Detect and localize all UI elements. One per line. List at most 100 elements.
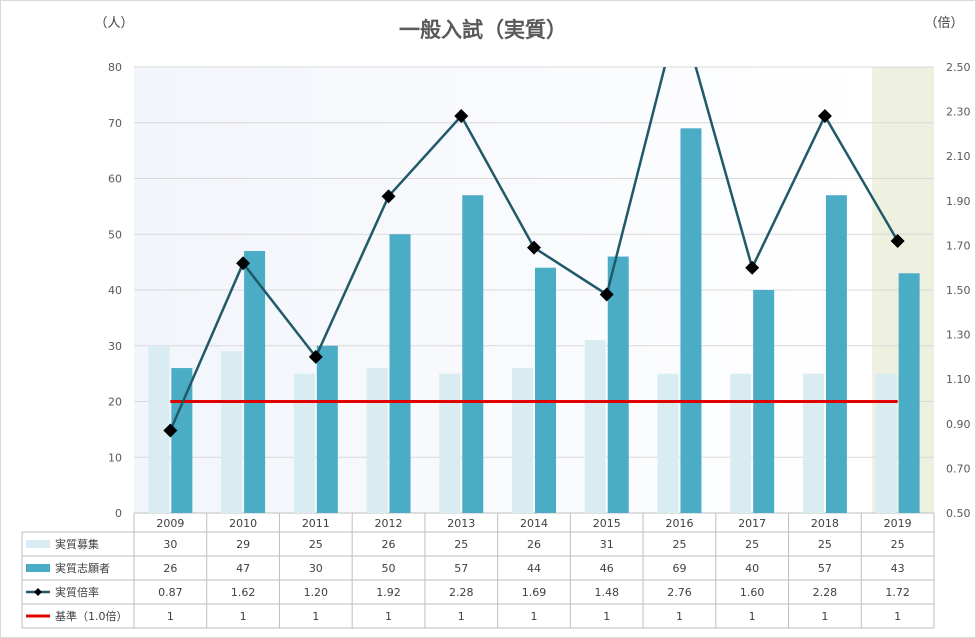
y2-tick-label: 2.30: [946, 106, 971, 119]
data-label: 1: [821, 610, 828, 623]
data-label: 30: [163, 538, 177, 551]
data-table: 2009 2010 2011 2012 2013 2014 2015 2016 2017 2018…: [21, 513, 935, 629]
y2-tick-label: 2.10: [946, 150, 971, 163]
x-tick-label: 2016: [665, 517, 693, 530]
y-tick-label: 80: [108, 61, 122, 74]
bar-applicants: [389, 234, 411, 513]
y-tick-label: 10: [108, 451, 122, 464]
y-axis-right: 0.50 0.70 0.90 1.10 1.30 1.50 1.70 1.90 2.10 2.30…: [946, 61, 971, 520]
data-label: 43: [891, 562, 905, 575]
y2-tick-label: 1.30: [946, 329, 971, 342]
ratio-marker: [163, 423, 178, 438]
ratio-marker: [236, 256, 251, 271]
data-label: 1: [749, 610, 756, 623]
data-label: 25: [891, 538, 905, 551]
data-label: 1.48: [594, 586, 619, 599]
y2-tick-label: 1.70: [946, 239, 971, 252]
table-row-label: 実質募集: [55, 537, 99, 551]
data-label: 25: [454, 538, 468, 551]
data-label: 1: [167, 610, 174, 623]
data-label: 26: [163, 562, 177, 575]
data-label: 1: [894, 610, 901, 623]
ratio-marker: [308, 349, 323, 364]
data-label: 1.92: [376, 586, 401, 599]
bar-capacity: [584, 340, 606, 513]
y2-tick-label: 0.50: [946, 507, 971, 520]
bar-applicants: [607, 256, 629, 513]
data-label: 40: [745, 562, 759, 575]
data-label: 57: [818, 562, 832, 575]
table-row-label: 実質倍率: [55, 585, 99, 599]
legend-key-applicants: [26, 564, 50, 572]
chart-title: 一般入試（実質）: [399, 18, 567, 42]
bar-applicants: [244, 250, 266, 513]
bar-capacity: [875, 373, 897, 513]
data-label: 1: [312, 610, 319, 623]
data-label: 1: [385, 610, 392, 623]
x-tick-label: 2018: [811, 517, 839, 530]
y-left-unit: （人）: [94, 16, 133, 31]
x-tick-label: 2019: [884, 517, 912, 530]
data-label: 2.28: [813, 586, 838, 599]
bar-capacity: [439, 373, 461, 513]
data-label: 0.87: [158, 586, 183, 599]
x-tick-label: 2013: [447, 517, 475, 530]
bar-applicants: [462, 195, 484, 513]
y-tick-label: 30: [108, 340, 122, 353]
x-tick-label: 2009: [156, 517, 184, 530]
y2-tick-label: 0.90: [946, 418, 971, 431]
data-label: 50: [382, 562, 396, 575]
data-label: 1.62: [231, 586, 256, 599]
bar-capacity: [730, 373, 752, 513]
ratio-marker: [454, 109, 469, 124]
bar-capacity: [512, 368, 533, 513]
y-axis-left: 0 10 20 30 40 50 60 70 80: [108, 61, 122, 520]
data-label: 1: [676, 610, 683, 623]
data-label: 31: [600, 538, 614, 551]
data-label: 44: [527, 562, 541, 575]
data-label: 25: [818, 538, 832, 551]
y2-tick-label: 1.50: [946, 284, 971, 297]
data-label: 1: [531, 610, 538, 623]
y2-tick-label: 1.10: [946, 373, 971, 386]
legend-key-capacity: [26, 540, 50, 548]
data-label: 57: [454, 562, 468, 575]
x-tick-label: 2015: [593, 517, 621, 530]
data-label: 25: [745, 538, 759, 551]
bar-capacity: [802, 373, 824, 513]
data-label: 1: [240, 610, 247, 623]
y2-tick-label: 1.90: [946, 195, 971, 208]
table-row-label: 実質志願者: [55, 561, 110, 575]
data-label: 30: [309, 562, 323, 575]
data-label: 1: [458, 610, 465, 623]
data-label: 29: [236, 538, 250, 551]
bar-capacity: [366, 368, 388, 513]
data-label: 25: [309, 538, 323, 551]
y-tick-label: 20: [108, 396, 122, 409]
bar-applicants: [171, 368, 193, 513]
lines: [163, 67, 905, 438]
data-label: 47: [236, 562, 250, 575]
ratio-marker: [381, 189, 396, 204]
bar-capacity: [657, 373, 679, 513]
data-label: 1.20: [304, 586, 329, 599]
bar-capacity: [221, 351, 243, 513]
data-label: 25: [672, 538, 686, 551]
bar-applicants: [535, 267, 556, 513]
data-label: 2.28: [449, 586, 474, 599]
bars: [148, 128, 920, 513]
y2-tick-label: 0.70: [946, 462, 971, 475]
bar-capacity: [148, 345, 170, 513]
ratio-marker: [817, 109, 832, 124]
data-label: 1: [603, 610, 610, 623]
bar-applicants: [680, 128, 702, 513]
y-tick-label: 70: [108, 117, 122, 130]
bar-capacity: [293, 373, 315, 513]
y-tick-label: 50: [108, 228, 122, 241]
bar-applicants: [316, 345, 338, 513]
x-tick-label: 2017: [738, 517, 766, 530]
x-tick-label: 2010: [229, 517, 257, 530]
bar-applicants: [898, 273, 920, 513]
ratio-marker: [527, 240, 541, 255]
x-tick-label: 2011: [302, 517, 330, 530]
